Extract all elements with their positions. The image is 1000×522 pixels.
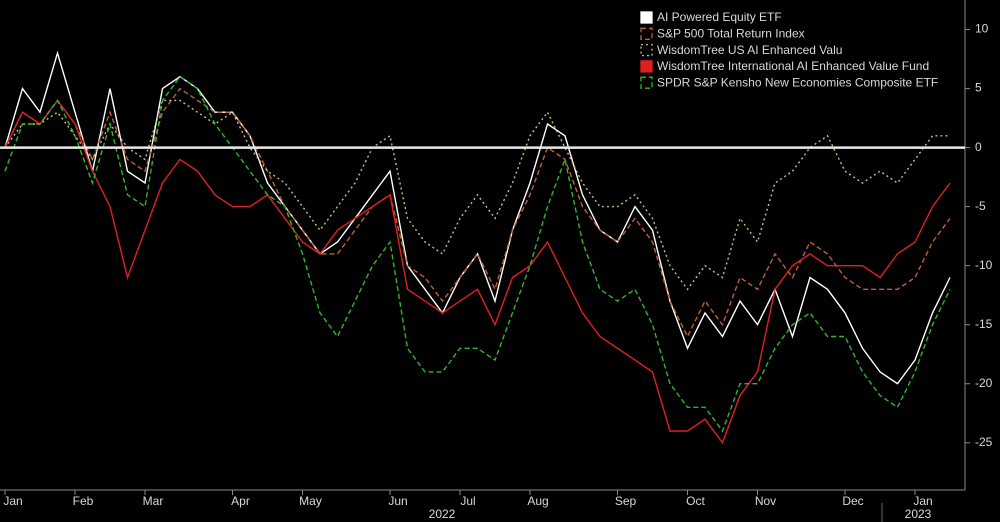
legend-label: WisdomTree US AI Enhanced Valu [657,43,842,57]
legend-label: AI Powered Equity ETF [657,10,782,24]
y-tick-label: -10 [975,258,993,272]
legend-swatch [640,11,653,24]
legend: AI Powered Equity ETF S&P 500 Total Retur… [632,8,962,96]
y-tick-label: -15 [975,317,993,331]
legend-swatch [640,43,653,57]
legend-swatch [640,76,653,89]
y-tick-label: -25 [975,435,993,449]
x-tick-label: Dec [842,494,863,508]
series-line [4,99,950,291]
x-tick-label: May [299,494,322,508]
x-tick-label: Jun [388,494,407,508]
legend-swatch [640,27,653,40]
series-line [4,87,951,339]
x-tick-label: Apr [231,494,250,508]
y-tick-label: -5 [975,199,986,213]
year-label: 2023 [905,507,932,521]
legend-swatch [640,60,653,73]
y-tick-label: 0 [975,140,982,154]
x-tick-label: Sep [615,494,637,508]
series-line [4,75,951,433]
y-tick-label: 10 [975,22,989,36]
x-tick-label: Aug [527,494,548,508]
year-label: 2022 [429,507,456,521]
x-tick-label: Jul [460,494,475,508]
x-tick-label: Jan [913,494,932,508]
y-tick-label: 5 [975,81,982,95]
x-tick-label: Oct [686,494,705,508]
x-tick-label: Jan [3,494,22,508]
legend-label: WisdomTree International AI Enhanced Val… [657,59,929,73]
legend-label: SPDR S&P Kensho New Economies Composite … [657,75,938,89]
series-line [4,99,951,445]
series-line [4,50,951,385]
x-tick-label: Nov [755,494,776,508]
x-tick-label: Mar [143,494,164,508]
legend-label: S&P 500 Total Return Index [657,26,805,40]
x-tick-label: Feb [73,494,94,508]
y-tick-label: -20 [975,376,993,390]
legend-box [632,8,962,96]
